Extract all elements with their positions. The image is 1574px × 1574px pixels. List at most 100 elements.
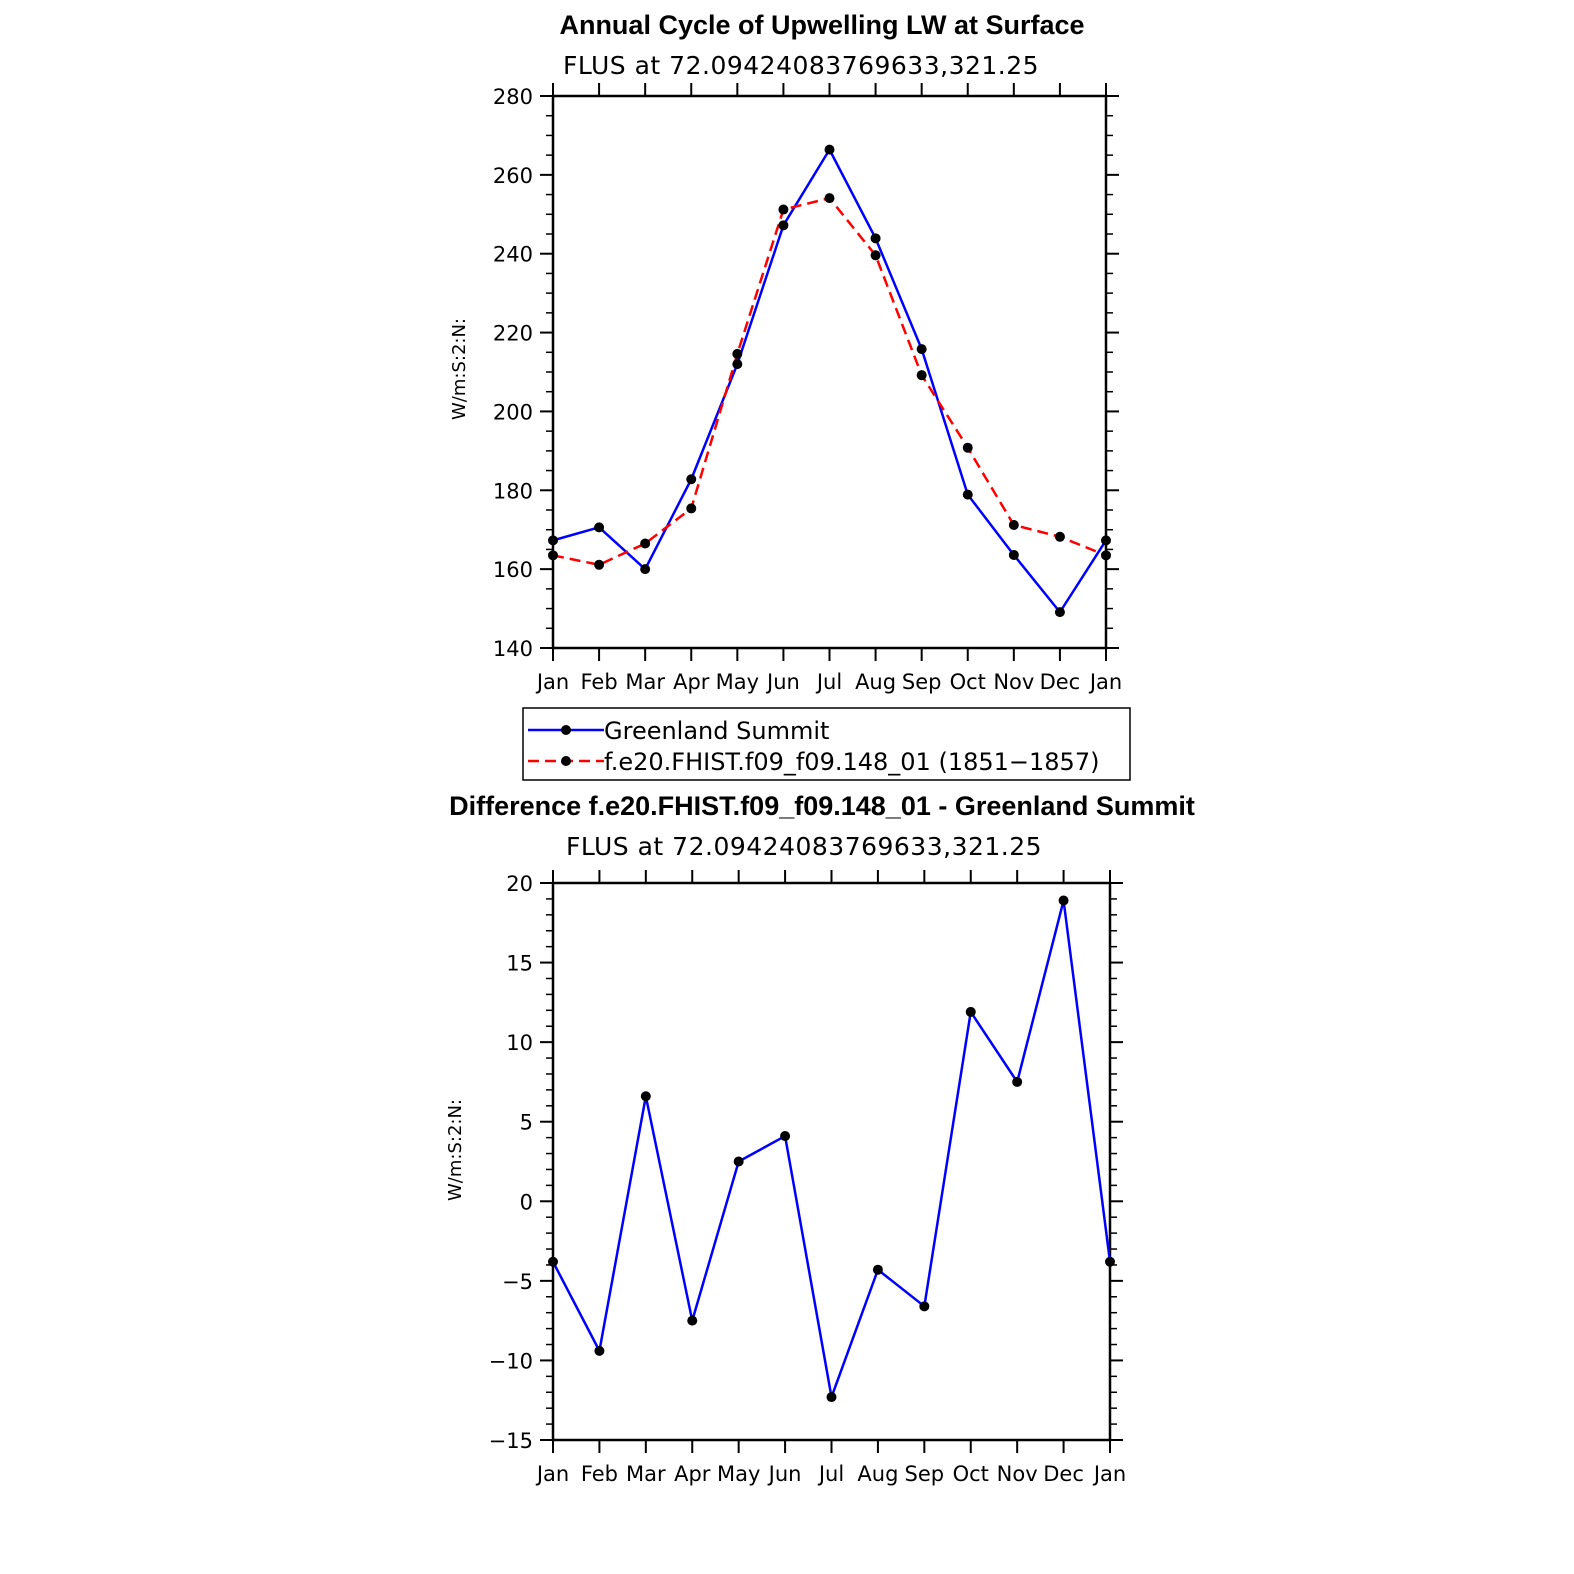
chart-1-series-1-point: [594, 522, 605, 533]
chart-1-x-tick-label: Jan: [1088, 670, 1122, 694]
chart-1-plot-area: Jan Feb Mar Apr May Jun Jul Aug Sep Oct Nov Dec Jan1…: [493, 83, 1122, 694]
chart-1-x-tick-label: Feb: [580, 670, 617, 694]
chart-2-x-tick-label: Feb: [581, 1462, 618, 1486]
chart-2-y-tick-label: −5: [502, 1270, 533, 1294]
chart-1-series-1-point: [1054, 607, 1065, 618]
chart-1-x-tick-label: Jul: [815, 670, 842, 694]
chart-1-x-tick-label: Nov: [993, 670, 1034, 694]
chart-1-series-2-point: [962, 442, 973, 453]
chart-1-series-2-point: [916, 370, 927, 381]
chart-2-x-tick-label: Oct: [953, 1462, 989, 1486]
chart-1-y-tick-label: 280: [493, 85, 533, 109]
chart-1-y-tick-label: 260: [493, 164, 533, 188]
chart-2-series-1-point: [548, 1256, 558, 1267]
chart-2-series-1-point: [640, 1091, 651, 1102]
chart-1-series-2-point: [548, 550, 558, 561]
chart-2-plot-area: Jan Feb Mar Apr May Jun Jul Aug Sep Oct Nov Dec Jan−…: [489, 870, 1126, 1486]
chart-1-series-2-point: [1008, 519, 1019, 530]
chart-2-series-1-point: [1105, 1256, 1115, 1267]
chart-1-series-1-point: [778, 220, 789, 231]
chart-1-x-tick-label: Mar: [625, 670, 665, 694]
chart-2-y-axis-label: W/m:S:2:N:: [445, 1099, 466, 1201]
chart-2-series-1-point: [594, 1345, 605, 1356]
chart-1-series-1-point: [732, 359, 743, 370]
chart-1-y-tick-label: 140: [493, 637, 533, 661]
chart-1-series-2-point: [1101, 550, 1111, 561]
chart-1-series-1-point: [824, 144, 835, 155]
chart-2-x-tick-label: Jan: [535, 1462, 569, 1486]
chart-1-y-axis-label: W/m:S:2:N:: [449, 318, 470, 420]
legend-label-series-2: f.e20.FHIST.f09_f09.148_01 (1851−1857): [604, 748, 1099, 776]
chart-2-x-tick-label: Jun: [767, 1462, 802, 1486]
chart-1-series-2-point: [594, 559, 605, 570]
chart-1-y-tick-label: 180: [493, 479, 533, 503]
chart-2-x-tick-label: Jul: [817, 1462, 844, 1486]
legend-marker-series-2: [561, 756, 571, 766]
chart-1-series-2-point: [824, 193, 835, 204]
chart-1-y-tick-label: 160: [493, 558, 533, 582]
chart-1-series-1-point: [640, 564, 651, 575]
chart-2-x-tick-label: Nov: [997, 1462, 1038, 1486]
chart-1-subtitle: FLUS at 72.09424083769633,321.25: [563, 51, 1039, 80]
chart-2-series-1-point: [687, 1315, 698, 1326]
chart-2-plot-frame: [551, 881, 1112, 1442]
legend-marker-series-1: [561, 725, 571, 735]
chart-2-y-tick-label: 15: [506, 952, 533, 976]
chart-1-x-tick-label: Dec: [1040, 670, 1081, 694]
chart-2-x-tick-label: May: [717, 1462, 760, 1486]
chart-1-series-1-point: [962, 489, 973, 500]
chart-2-x-tick-label: Apr: [674, 1462, 711, 1486]
chart-2-x-tick-label: Dec: [1043, 1462, 1084, 1486]
chart-1-series-2-point: [778, 204, 789, 215]
chart-1-x-tick-label: Jun: [765, 670, 800, 694]
chart-1-series-2-point: [732, 348, 743, 359]
chart-2-series-1-point: [826, 1392, 837, 1403]
chart-1-series-1-point: [548, 535, 558, 546]
chart-2-x-tick-label: Jan: [1092, 1462, 1126, 1486]
chart-1-series-2-line: [552, 196, 1107, 567]
chart-1-series-2-point: [686, 503, 697, 514]
chart-2-series-1-point: [1058, 895, 1069, 906]
chart-2-series-1-point: [733, 1156, 744, 1167]
chart-2-y-tick-label: 20: [506, 872, 533, 896]
chart-1-x-tick-label: Jan: [535, 670, 569, 694]
chart-1-series-1-point: [870, 233, 881, 244]
chart-2-series-1-point: [780, 1131, 791, 1142]
chart-2-series-1-point: [872, 1264, 883, 1275]
chart-1-legend: Greenland Summit f.e20.FHIST.f09_f09.148…: [522, 707, 1131, 781]
chart-2-x-tick-label: Aug: [857, 1462, 898, 1486]
chart-1-series-2-point: [640, 538, 651, 549]
chart-2-y-tick-label: −15: [489, 1429, 533, 1453]
chart-2-y-tick-label: −10: [489, 1349, 533, 1373]
chart-1-x-tick-label: Aug: [855, 670, 896, 694]
chart-1-y-tick-label: 200: [493, 400, 533, 424]
chart-2-x-tick-label: Mar: [626, 1462, 666, 1486]
chart-1-series-2-point: [870, 250, 881, 261]
chart-1-series-1-point: [1101, 535, 1111, 546]
chart-1-y-tick-label: 220: [493, 322, 533, 346]
legend-box: [522, 707, 1131, 781]
chart-2-y-tick-label: 5: [520, 1111, 533, 1135]
chart-1-series-2-point: [1054, 531, 1065, 542]
chart-2-y-tick-label: 10: [506, 1031, 533, 1055]
chart-1-y-tick-label: 240: [493, 243, 533, 267]
chart-1-x-tick-label: May: [716, 670, 759, 694]
chart-1-x-tick-label: Oct: [950, 670, 986, 694]
chart-2-x-tick-label: Sep: [905, 1462, 945, 1486]
chart-1-series-1-line: [552, 148, 1108, 614]
chart-2-y-tick-label: 0: [520, 1190, 533, 1214]
legend-label-series-1: Greenland Summit: [604, 717, 829, 745]
chart-2-subtitle: FLUS at 72.09424083769633,321.25: [566, 832, 1042, 861]
chart-2-title: Difference f.e20.FHIST.f09_f09.148_01 - …: [449, 791, 1195, 821]
chart-2-series-1-point: [965, 1006, 976, 1017]
chart-2-series-1-point: [1012, 1076, 1023, 1087]
chart-2-series-1-point: [919, 1301, 930, 1312]
chart-1-x-tick-label: Sep: [902, 670, 942, 694]
chart-1-series-1-point: [916, 344, 927, 355]
chart-1-title: Annual Cycle of Upwelling LW at Surface: [559, 10, 1084, 40]
chart-1-series-1-point: [1008, 549, 1019, 560]
chart-2-series-1-line: [551, 899, 1112, 1399]
chart-1-series-1-point: [686, 474, 697, 485]
chart-1-x-tick-label: Apr: [673, 670, 710, 694]
